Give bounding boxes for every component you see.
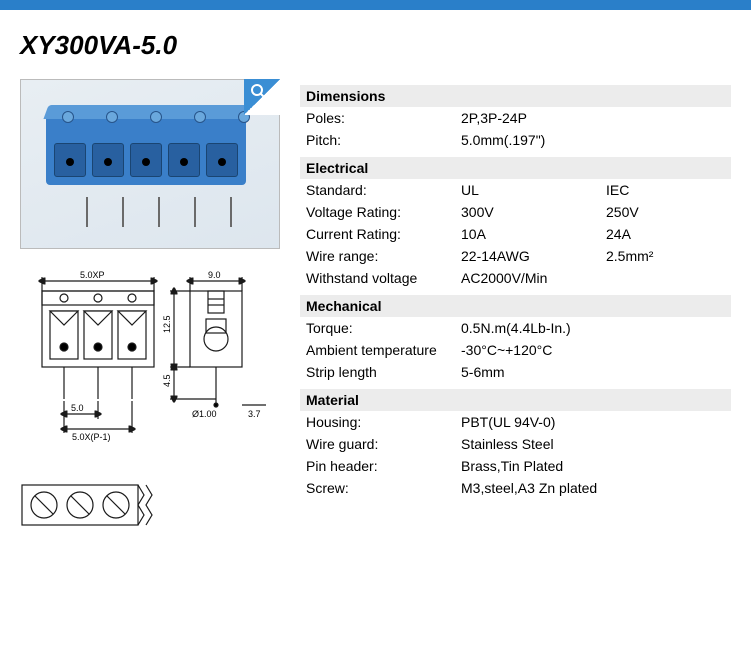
spec-value-2 (606, 458, 725, 474)
spec-value-2 (606, 132, 725, 148)
spec-value-2: 2.5mm² (606, 248, 725, 264)
spec-row: Voltage Rating:300V250V (300, 201, 731, 223)
product-title: XY300VA-5.0 (20, 30, 731, 61)
technical-drawing-main: 5.0XP (20, 269, 280, 469)
spec-row: Screw:M3,steel,A3 Zn plated (300, 477, 731, 499)
spec-label: Pitch: (306, 132, 461, 148)
technical-drawing-bottom (20, 483, 280, 533)
spec-value-2 (606, 364, 725, 380)
dim-pin-h: 4.5 (162, 374, 172, 387)
spec-label: Standard: (306, 182, 461, 198)
section-header-material: Material (300, 389, 731, 411)
product-photo (20, 79, 280, 249)
spec-value: 2P,3P-24P (461, 110, 606, 126)
spec-value: 0.5N.m(4.4Lb-In.) (461, 320, 606, 336)
dim-pitch-span: 5.0X(P-1) (72, 432, 111, 442)
spec-value: Brass,Tin Plated (461, 458, 606, 474)
spec-row: Ambient temperature-30°C~+120°C (300, 339, 731, 361)
spec-value: M3,steel,A3 Zn plated (461, 480, 606, 496)
spec-label: Screw: (306, 480, 461, 496)
spec-label: Torque: (306, 320, 461, 336)
dim-top: 5.0XP (80, 270, 105, 280)
top-accent-bar (0, 0, 751, 10)
spec-value-2 (606, 414, 725, 430)
spec-value: -30°C~+120°C (461, 342, 606, 358)
dim-lead: 3.7 (248, 409, 261, 419)
spec-value-2: 24A (606, 226, 725, 242)
spec-value: 10A (461, 226, 606, 242)
spec-value: AC2000V/Min (461, 270, 606, 286)
spec-label: Voltage Rating: (306, 204, 461, 220)
spec-value: 300V (461, 204, 606, 220)
dim-pitch: 5.0 (71, 403, 84, 413)
spec-row: Current Rating:10A24A (300, 223, 731, 245)
spec-row: Torque:0.5N.m(4.4Lb-In.) (300, 317, 731, 339)
spec-value: PBT(UL 94V-0) (461, 414, 606, 430)
spec-value: 5.0mm(.197") (461, 132, 606, 148)
spec-label: Housing: (306, 414, 461, 430)
spec-label: Ambient temperature (306, 342, 461, 358)
spec-row: Wire guard:Stainless Steel (300, 433, 731, 455)
spec-label: Wire range: (306, 248, 461, 264)
spec-row: Standard:ULIEC (300, 179, 731, 201)
spec-value: UL (461, 182, 606, 198)
spec-row: Strip length5-6mm (300, 361, 731, 383)
section-header-electrical: Electrical (300, 157, 731, 179)
section-header-mechanical: Mechanical (300, 295, 731, 317)
spec-row: Poles:2P,3P-24P (300, 107, 731, 129)
spec-value-2 (606, 270, 725, 286)
spec-table: DimensionsPoles:2P,3P-24PPitch:5.0mm(.19… (300, 79, 731, 547)
spec-value-2: 250V (606, 204, 725, 220)
spec-value: 22-14AWG (461, 248, 606, 264)
spec-value: 5-6mm (461, 364, 606, 380)
spec-value-2 (606, 342, 725, 358)
dim-side-w: 9.0 (208, 270, 221, 280)
spec-label: Poles: (306, 110, 461, 126)
spec-row: Withstand voltageAC2000V/Min (300, 267, 731, 289)
spec-row: Pin header:Brass,Tin Plated (300, 455, 731, 477)
spec-value-2 (606, 436, 725, 452)
spec-row: Housing:PBT(UL 94V-0) (300, 411, 731, 433)
spec-value-2 (606, 110, 725, 126)
spec-value: Stainless Steel (461, 436, 606, 452)
spec-label: Pin header: (306, 458, 461, 474)
left-column: 5.0XP (20, 79, 280, 547)
spec-value-2 (606, 320, 725, 336)
spec-value-2: IEC (606, 182, 725, 198)
section-header-dimensions: Dimensions (300, 85, 731, 107)
spec-row: Pitch:5.0mm(.197") (300, 129, 731, 151)
spec-label: Wire guard: (306, 436, 461, 452)
zoom-icon[interactable] (244, 79, 280, 115)
spec-label: Current Rating: (306, 226, 461, 242)
spec-label: Withstand voltage (306, 270, 461, 286)
dim-pin-dia: Ø1.00 (192, 409, 217, 419)
dim-side-h: 12.5 (162, 315, 172, 333)
spec-label: Strip length (306, 364, 461, 380)
spec-value-2 (606, 480, 725, 496)
spec-row: Wire range:22-14AWG2.5mm² (300, 245, 731, 267)
